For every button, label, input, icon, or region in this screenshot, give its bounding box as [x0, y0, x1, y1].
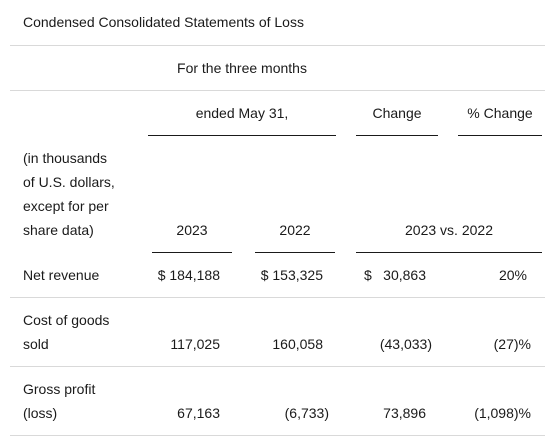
year-2022-header: 2022 — [279, 222, 311, 238]
row-label: sold — [23, 336, 49, 352]
divider — [10, 435, 545, 436]
header-underline — [356, 252, 542, 253]
value-2023: $ 184,188 — [157, 267, 220, 283]
header-underline — [255, 252, 335, 253]
units-label-line: share data) — [23, 222, 94, 238]
pct-change-value: (27)% — [493, 336, 531, 352]
units-label-line: of U.S. dollars, — [23, 174, 115, 190]
value-2022: $ 153,325 — [260, 267, 323, 283]
divider — [10, 366, 545, 367]
header-underline — [152, 252, 232, 253]
pct-change-header: % Change — [467, 105, 533, 121]
comparison-header: 2023 vs. 2022 — [405, 222, 493, 238]
units-label-line: (in thousands — [23, 150, 108, 166]
statement-title: Condensed Consolidated Statements of Los… — [23, 14, 304, 30]
pct-change-value: 20% — [498, 267, 527, 283]
period-header-sub: ended May 31, — [195, 105, 289, 121]
value-2023: 117,025 — [170, 336, 220, 352]
header-underline — [356, 135, 438, 136]
currency-symbol: $ — [364, 267, 372, 283]
change-header: Change — [372, 105, 422, 121]
change-value: 30,863 — [383, 267, 426, 283]
divider — [10, 297, 545, 298]
header-underline — [148, 135, 336, 136]
divider — [10, 90, 545, 91]
value-2022: 160,058 — [272, 336, 323, 352]
change-value: 73,896 — [383, 405, 426, 421]
row-label: Net revenue — [23, 267, 100, 283]
units-label-line: except for per — [23, 198, 109, 214]
pct-change-value: (1,098)% — [474, 405, 531, 421]
divider — [10, 45, 545, 46]
header-underline — [458, 135, 542, 136]
period-header: For the three months — [177, 60, 307, 76]
row-label: Cost of goods — [23, 312, 110, 328]
row-label: Gross profit — [23, 381, 96, 397]
row-label: (loss) — [23, 405, 58, 421]
year-2023-header: 2023 — [176, 222, 208, 238]
change-value: (43,033) — [379, 336, 432, 352]
value-2023: 67,163 — [177, 405, 220, 421]
value-2022: (6,733) — [284, 405, 329, 421]
